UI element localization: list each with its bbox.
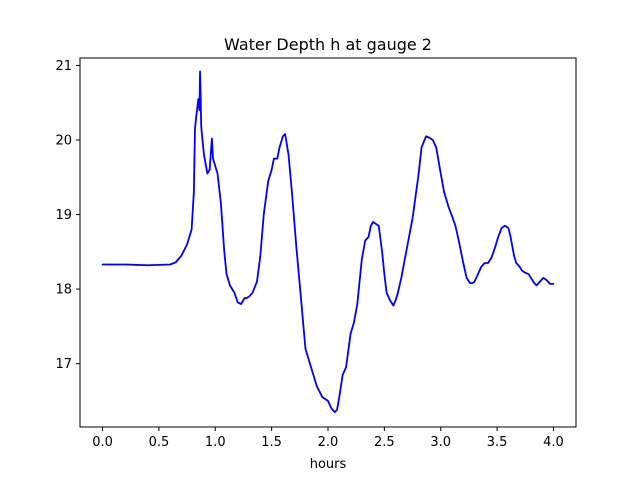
x-tick-label: 4.0 <box>543 435 564 450</box>
y-tick-label: 18 <box>55 283 72 298</box>
x-axis: 0.0 0.5 1.0 1.5 2.0 2.5 3.0 3.5 4.0 <box>92 427 564 450</box>
x-tick-label: 2.0 <box>318 435 339 450</box>
x-tick-label: 0.5 <box>149 435 170 450</box>
y-tick-label: 20 <box>55 134 72 149</box>
x-tick-label: 1.0 <box>205 435 226 450</box>
y-tick-label: 21 <box>55 59 72 74</box>
x-tick-label: 2.5 <box>374 435 395 450</box>
series-line-0 <box>101 70 555 413</box>
x-tick-label: 3.0 <box>430 435 451 450</box>
y-tick-label: 19 <box>55 208 72 223</box>
x-tick-label: 1.5 <box>261 435 282 450</box>
plot-area <box>101 70 555 413</box>
x-tick-label: 3.5 <box>487 435 508 450</box>
y-tick-label: 17 <box>55 357 72 372</box>
y-axis: 17 18 19 20 21 <box>55 59 80 372</box>
plot-frame <box>79 57 577 428</box>
chart-title: Water Depth h at gauge 2 <box>224 35 432 54</box>
x-axis-label: hours <box>310 457 347 472</box>
x-tick-label: 0.0 <box>92 435 113 450</box>
